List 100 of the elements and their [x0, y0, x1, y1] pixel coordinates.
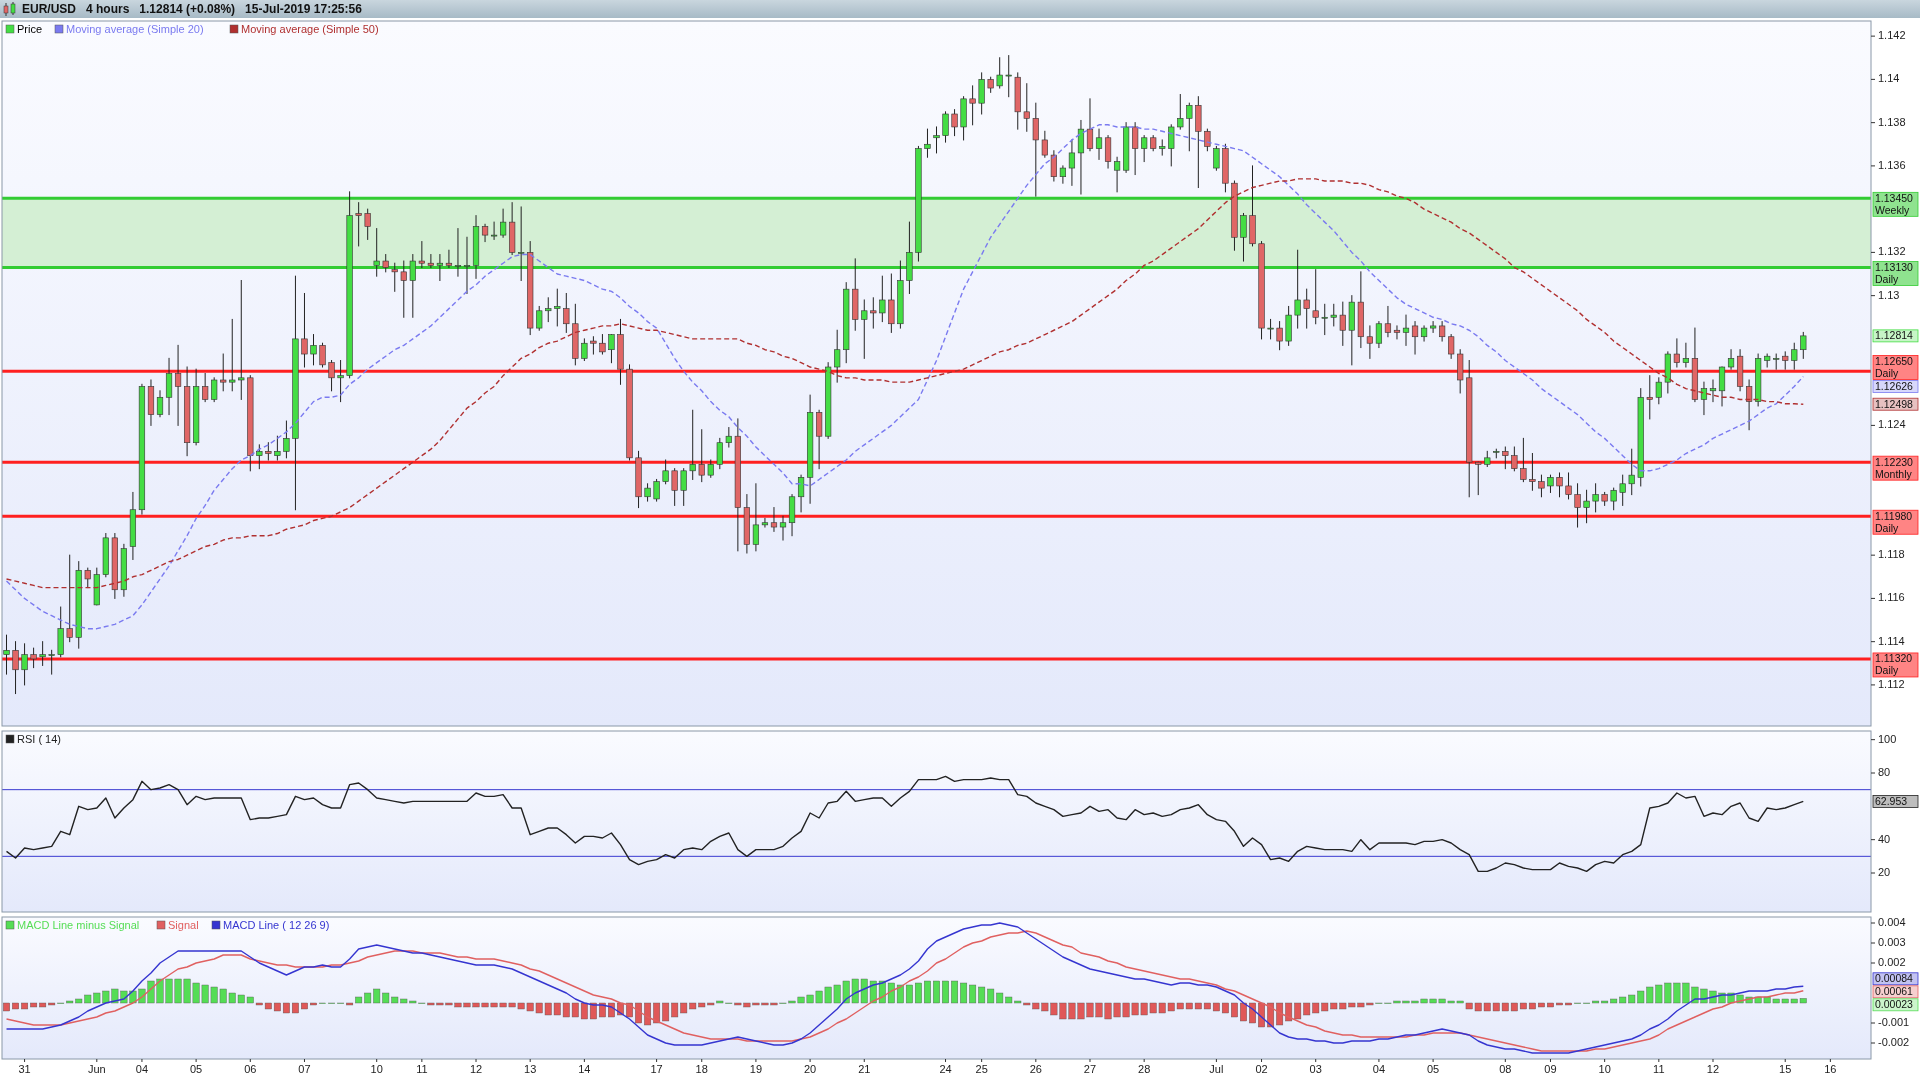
- candlestick: [84, 567, 91, 589]
- candlestick: [1393, 325, 1401, 340]
- candlestick: [1718, 366, 1726, 407]
- candlestick: [1186, 102, 1193, 152]
- candlestick: [256, 444, 263, 470]
- candlestick: [779, 515, 787, 541]
- y-tick-label: -0.002: [1878, 1035, 1910, 1048]
- bar: [3, 1002, 10, 1012]
- candlestick: [436, 254, 443, 282]
- bar: [960, 982, 968, 1004]
- candlestick: [942, 111, 949, 143]
- candlestick: [3, 634, 10, 675]
- x-tick-label: 10: [1598, 1063, 1611, 1075]
- bar: [310, 1002, 317, 1006]
- candlestick: [1077, 119, 1085, 195]
- bar: [626, 1002, 633, 1018]
- x-tick-label: 20: [803, 1063, 817, 1075]
- y-tick-label: 1.13: [1878, 288, 1900, 301]
- y-tick-label: 1.112: [1878, 677, 1905, 690]
- candlestick: [770, 507, 778, 532]
- candlestick: [1050, 150, 1057, 182]
- candlestick: [599, 334, 606, 355]
- legend-label: RSI ( 14): [17, 733, 62, 745]
- y-tick-label: 0.003: [1878, 935, 1906, 948]
- y-tick-label: 1.142: [1878, 29, 1906, 42]
- bar: [12, 1002, 19, 1010]
- candlestick: [725, 427, 732, 448]
- candlestick: [1132, 122, 1139, 176]
- y-tick-label: 1.14: [1878, 72, 1900, 85]
- bar: [1249, 1002, 1256, 1024]
- candlestick: [1168, 124, 1175, 167]
- candlestick: [1095, 128, 1103, 160]
- bar: [21, 1002, 29, 1010]
- line-series: [5, 178, 1804, 589]
- candlestick: [39, 641, 46, 666]
- candlestick: [1005, 55, 1012, 98]
- candlestick: [689, 409, 696, 480]
- candlestick: [301, 292, 308, 368]
- candlestick: [30, 647, 37, 669]
- bar: [914, 982, 922, 1004]
- candlestick: [337, 360, 344, 403]
- bar: [1240, 1002, 1247, 1022]
- text: 0.00084: [1875, 972, 1914, 985]
- candlestick: [373, 228, 380, 277]
- candlestick: [996, 57, 1003, 89]
- candlestick: [1800, 331, 1807, 359]
- bar: [291, 1002, 299, 1014]
- y-tick-label: 40: [1878, 832, 1891, 845]
- candlestick: [391, 262, 398, 292]
- candlestick: [924, 128, 931, 158]
- bar: [1267, 1002, 1275, 1028]
- candlestick: [418, 241, 425, 269]
- candlestick: [21, 643, 28, 686]
- x-tick-label: 31: [18, 1063, 31, 1075]
- candlestick: [1276, 321, 1283, 351]
- x-tick-label: 18: [695, 1063, 708, 1075]
- candlestick: [1791, 342, 1798, 370]
- candlestick: [1746, 379, 1753, 431]
- candlestick: [1520, 437, 1527, 483]
- y-tick-label: -0.001: [1878, 1015, 1910, 1028]
- text: 1.12814: [1875, 329, 1914, 342]
- candlestick: [1420, 325, 1428, 342]
- bar: [1231, 1002, 1238, 1018]
- candlestick: [211, 377, 218, 403]
- candlestick: [1592, 483, 1599, 513]
- candlestick: [66, 554, 73, 643]
- legend-label: MACD Line ( 12 26 9): [223, 919, 330, 931]
- x-tick-label: 24: [939, 1063, 952, 1075]
- y-tick-label: 0.002: [1878, 955, 1906, 968]
- candlestick: [1538, 474, 1545, 498]
- candlestick: [1321, 303, 1328, 336]
- y-tick-label: 100: [1878, 732, 1897, 745]
- candlestick: [427, 254, 434, 269]
- candlestick: [1448, 334, 1455, 359]
- x-tick-label: 13: [524, 1063, 537, 1075]
- candlestick: [1574, 483, 1581, 528]
- candlestick: [328, 360, 335, 392]
- candlestick: [1475, 461, 1482, 496]
- x-tick-label: 12: [1706, 1063, 1720, 1075]
- y-tick-label: 1.136: [1878, 158, 1906, 171]
- candlestick: [1529, 453, 1536, 491]
- candlestick: [1655, 377, 1662, 405]
- y-tick-label: 1.138: [1878, 115, 1906, 128]
- candlestick: [581, 338, 588, 362]
- candlestick: [816, 409, 823, 470]
- candlestick: [933, 126, 940, 154]
- y-tick-label: 1.124: [1878, 418, 1906, 431]
- candlestick: [454, 228, 462, 277]
- x-tick-label: 02: [1255, 1063, 1268, 1075]
- candlestick: [165, 357, 173, 416]
- candlestick: [1628, 448, 1635, 496]
- candlestick: [554, 288, 561, 327]
- candlestick: [870, 297, 877, 329]
- candlestick: [409, 254, 416, 318]
- bar: [644, 1002, 652, 1026]
- x-tick-label: 03: [1309, 1063, 1322, 1075]
- candlestick: [1339, 301, 1346, 346]
- candlestick: [608, 334, 615, 364]
- x-tick-label: 21: [858, 1063, 871, 1075]
- candlestick: [1375, 321, 1383, 349]
